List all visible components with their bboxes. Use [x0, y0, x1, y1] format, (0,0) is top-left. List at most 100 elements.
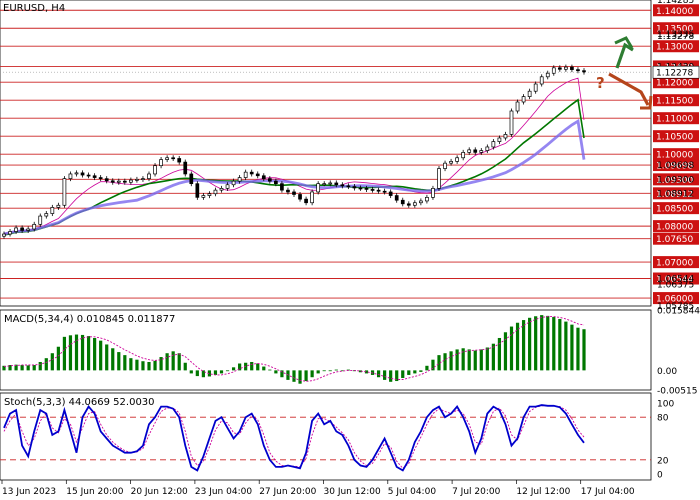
level-price-box [653, 76, 699, 89]
candle [171, 155, 176, 162]
macd-bar [141, 361, 145, 371]
level-price-label: 1.13000 [656, 43, 693, 53]
candle [431, 185, 435, 200]
candle [267, 176, 272, 184]
macd-bar [99, 340, 103, 371]
candle [364, 185, 369, 192]
macd-bar [528, 317, 532, 371]
macd-panel-frame [0, 309, 652, 391]
macd-bar [177, 353, 181, 371]
price-panel[interactable]: EURUSD, H4 ? [0, 0, 653, 307]
macd-bar [328, 370, 332, 372]
price-scale-label: 1.05785 [657, 302, 694, 312]
macd-bar [552, 317, 556, 371]
stochastic-scale-label: 0 [657, 471, 663, 481]
candle [14, 225, 18, 235]
candle [310, 189, 314, 206]
candle [110, 178, 115, 185]
macd-bar [80, 334, 85, 371]
macd-bar [274, 370, 278, 374]
price-scale-label: 1.06544 [657, 275, 694, 285]
price-scale-label: 1.09698 [657, 161, 694, 171]
bearish-arrow-icon [608, 72, 653, 110]
level-price-box [653, 272, 699, 285]
macd-bar [20, 365, 24, 371]
candle [576, 67, 580, 74]
stochastic-axis: 100 80 20 0 [657, 400, 674, 481]
level-price-label: 1.11000 [656, 115, 693, 125]
macd-bar [256, 363, 260, 371]
macd-bar [32, 365, 36, 371]
chart-symbol-label: EURUSD, H4 [3, 3, 65, 14]
candle [225, 182, 230, 191]
macd-bar [497, 337, 502, 371]
macd-bar [280, 370, 284, 378]
macd-scale-label: 0.00 [657, 367, 677, 377]
candle [316, 181, 321, 195]
candle [153, 163, 157, 177]
macd-bar [509, 326, 514, 371]
candle [159, 157, 163, 169]
macd-bar [207, 370, 212, 377]
candle [147, 171, 151, 182]
macd-bar [340, 370, 344, 372]
macd-bar [2, 365, 6, 371]
level-price-label: 1.06544 [656, 275, 693, 285]
candle [437, 166, 441, 191]
candle [129, 177, 133, 185]
candle [2, 231, 6, 239]
macd-bar [44, 358, 48, 371]
macd-bar [231, 367, 236, 371]
candle [177, 155, 182, 165]
macd-scale-label: -0.00515 [657, 386, 697, 396]
macd-bar [455, 349, 459, 371]
price-scale-label: 1.13335 [657, 30, 694, 40]
level-price-label: 1.10000 [656, 151, 693, 161]
macd-bar [93, 337, 97, 371]
moving-average-line [3, 118, 586, 236]
time-label: 17 Jul 04:00 [581, 487, 635, 497]
candle [44, 211, 49, 219]
price-scale-label: 1.13278 [657, 32, 694, 42]
level-price-label: 1.12000 [656, 79, 693, 89]
candle [557, 65, 562, 72]
macd-bar [129, 358, 133, 371]
candle [195, 181, 200, 200]
level-price-label: 1.14000 [656, 7, 693, 17]
candle [497, 135, 502, 145]
macd-bar [292, 370, 296, 382]
macd-bar [401, 370, 405, 378]
candle [38, 213, 43, 227]
candle [26, 226, 31, 233]
candle [213, 187, 218, 197]
macd-panel[interactable]: MACD(5,34,4) 0.010845 0.011877 [0, 309, 652, 391]
level-price-box [653, 173, 699, 186]
candle [249, 169, 254, 177]
level-price-box [653, 130, 699, 143]
macd-bar [443, 353, 447, 371]
price-scale-label: 1.06375 [657, 281, 694, 291]
candle [346, 183, 351, 190]
macd-bar [171, 351, 175, 371]
candle [201, 193, 206, 200]
candle [503, 131, 508, 141]
candle [274, 178, 278, 187]
macd-bar [38, 361, 42, 371]
candle [243, 169, 248, 181]
time-label: 30 Jun 12:00 [324, 487, 381, 497]
level-price-label: 1.09698 [656, 162, 693, 172]
level-price-box [653, 112, 699, 125]
bullish-arrow-icon [614, 36, 634, 69]
stochastic-scale-label: 80 [657, 414, 669, 424]
macd-bar [183, 362, 187, 371]
candle [32, 221, 37, 232]
candle [370, 186, 375, 193]
macd-bar [159, 357, 163, 371]
stochastic-panel[interactable]: Stoch(5,3,3) 44.0669 52.0030 [0, 392, 652, 481]
candle [358, 185, 363, 191]
support-resistance-levels [0, 9, 651, 299]
macd-bar [546, 315, 550, 371]
candle [582, 68, 586, 75]
